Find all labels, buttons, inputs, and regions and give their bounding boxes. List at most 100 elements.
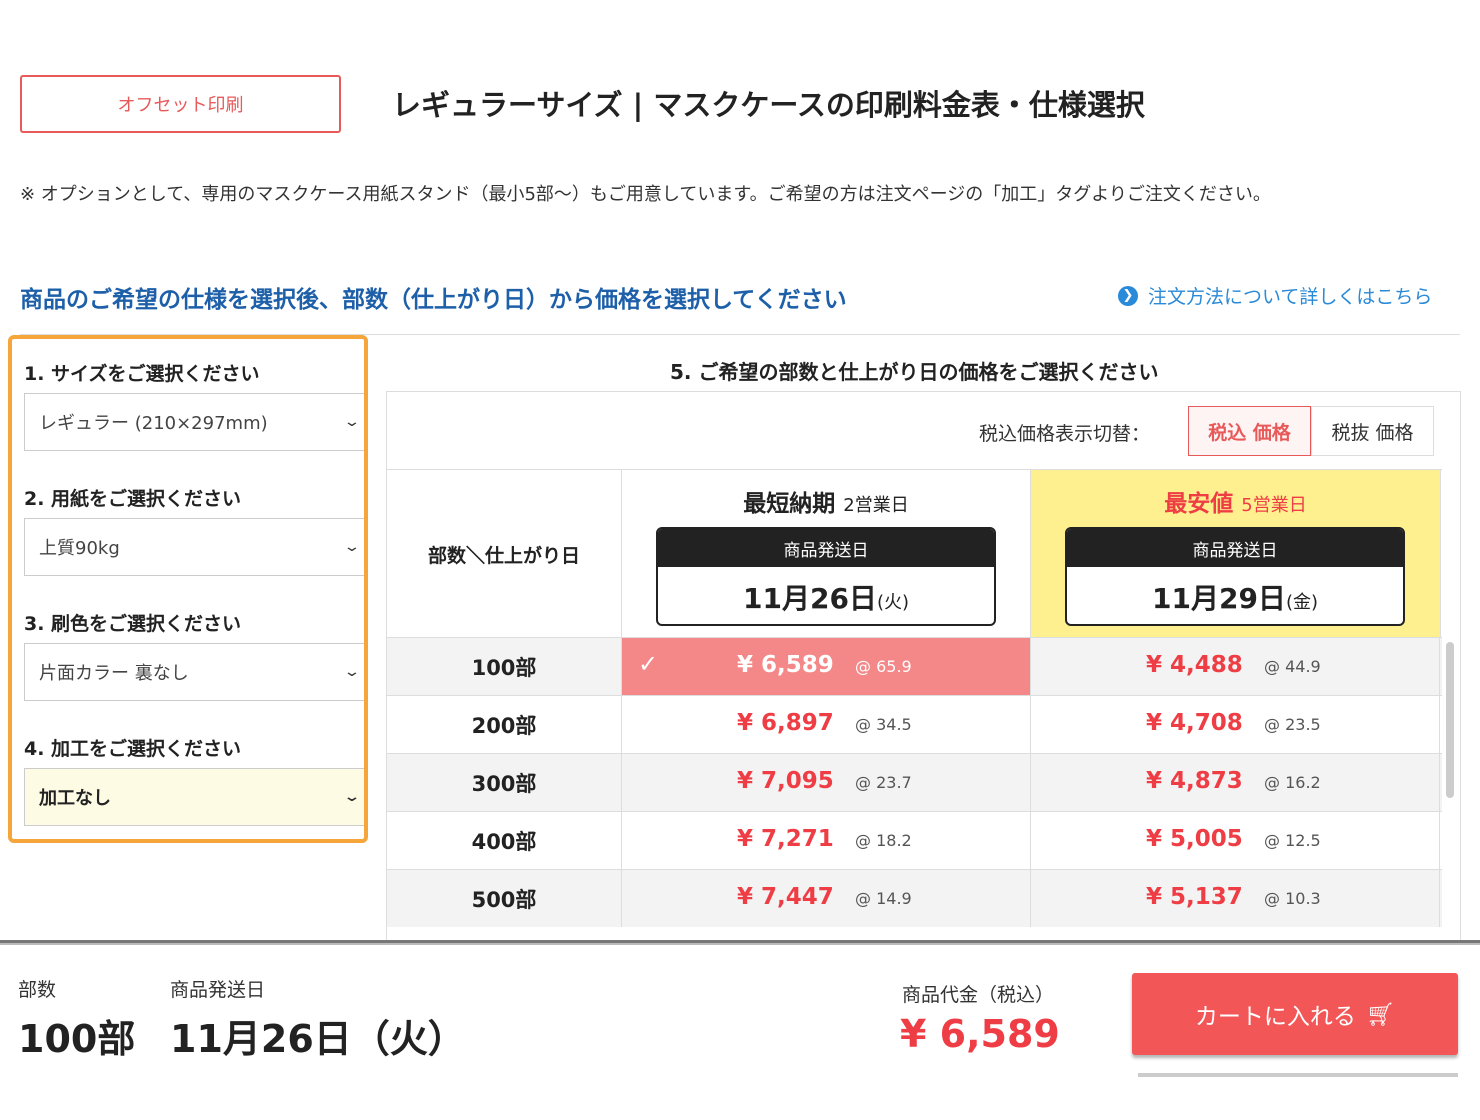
cart-label: カートに入れる: [1194, 1004, 1356, 1030]
corner-header: 部数＼仕上がり日: [387, 470, 622, 638]
scrollbar[interactable]: [1446, 642, 1454, 798]
processing-select[interactable]: 加工なし ⌄: [24, 768, 364, 826]
qty-cell: 200部: [387, 696, 622, 753]
price-cell[interactable]: ¥ 4,873 @ 16.2: [1031, 754, 1440, 811]
cheapest-title: 最安値 5営業日: [1031, 484, 1440, 518]
processing-label: 4. 加工をご選択ください: [24, 738, 242, 760]
check-icon: ✓: [638, 650, 659, 678]
cheapest-column-header: 最安値 5営業日 商品発送日 11月29日(金): [1031, 470, 1441, 638]
price: ¥ 6,897: [737, 710, 834, 736]
table-row: 300部 ¥ 7,095 @ 23.7 ¥ 4,873 @ 16.2: [387, 753, 1442, 811]
cheapest-name: 最安値: [1164, 491, 1234, 517]
price-table-title: 5. ご希望の部数と仕上がり日の価格をご選択ください: [670, 360, 1159, 384]
price-cell[interactable]: ¥ 7,095 @ 23.7: [622, 754, 1031, 811]
unit-price: @ 18.2: [855, 831, 912, 850]
unit-price: @ 12.5: [1264, 831, 1321, 850]
cart-icon: 🛒︎: [1365, 1001, 1396, 1028]
price-cell[interactable]: ¥ 6,897 @ 34.5: [622, 696, 1031, 753]
price-cell[interactable]: ¥ 7,447 @ 14.9: [622, 870, 1031, 927]
ship-dow: (火): [876, 592, 909, 613]
fastest-ship-date-box: 商品発送日 11月26日(火): [656, 527, 996, 626]
price-cell[interactable]: ✓ ¥ 6,589 @ 65.9: [622, 638, 1031, 695]
qty-cell: 500部: [387, 870, 622, 927]
price: ¥ 4,708: [1146, 710, 1243, 736]
price-cell[interactable]: ¥ 4,708 @ 23.5: [1031, 696, 1440, 753]
total-label: 商品代金（税込）: [902, 984, 1055, 1006]
price-cell[interactable]: ¥ 4,488 @ 44.9: [1031, 638, 1440, 695]
paper-label: 2. 用紙をご選択ください: [24, 488, 242, 510]
price: ¥ 7,095: [737, 768, 834, 794]
ship-dow: (金): [1285, 592, 1318, 613]
table-row: 100部 ✓ ¥ 6,589 @ 65.9 ¥ 4,488 @ 44.9: [387, 637, 1442, 695]
color-value: 片面カラー 裏なし: [39, 663, 189, 684]
qty-cell: 100部: [387, 638, 622, 695]
table-header: 部数＼仕上がり日 最短納期 2営業日 商品発送日 11月26日(火) 最安値 5営…: [387, 469, 1442, 638]
selected-qty: 100部: [18, 1017, 136, 1061]
color-label: 3. 刷色をご選択ください: [24, 613, 242, 635]
chevron-down-icon: ⌄: [343, 664, 361, 680]
table-row: 400部 ¥ 7,271 @ 18.2 ¥ 5,005 @ 12.5: [387, 811, 1442, 869]
ship-date: 11月26日: [743, 582, 877, 615]
cart-shadow: [1138, 1073, 1458, 1077]
size-label: 1. サイズをご選択ください: [24, 363, 260, 385]
page-title: レギュラーサイズ | マスクケースの印刷料金表・仕様選択: [392, 88, 1145, 122]
color-select[interactable]: 片面カラー 裏なし ⌄: [24, 643, 364, 701]
total-price: ¥ 6,589: [900, 1012, 1060, 1056]
unit-price: @ 44.9: [1264, 657, 1321, 676]
how-to-order-link[interactable]: ❯ 注文方法について詳しくはこちら: [1118, 282, 1432, 309]
ship-label: 商品発送日: [658, 529, 994, 567]
chevron-down-icon: ⌄: [343, 789, 361, 805]
selected-ship-date: 11月26日（火）: [170, 1017, 466, 1061]
offset-print-tag[interactable]: オフセット印刷: [20, 75, 341, 133]
price-cell[interactable]: ¥ 5,137 @ 10.3: [1031, 870, 1440, 927]
price: ¥ 6,589: [737, 652, 834, 678]
price: ¥ 5,137: [1146, 884, 1243, 910]
option-note: ※ オプションとして、専用のマスクケース用紙スタンド（最小5部〜）もご用意してい…: [20, 184, 1271, 205]
chevron-down-icon: ⌄: [343, 539, 361, 555]
ship-label: 商品発送日: [1067, 529, 1403, 567]
unit-price: @ 14.9: [855, 889, 912, 908]
price: ¥ 5,005: [1146, 826, 1243, 852]
divider: [20, 334, 1460, 335]
qty-cell: 400部: [387, 812, 622, 869]
price: ¥ 4,873: [1146, 768, 1243, 794]
cheapest-days: 5営業日: [1241, 495, 1307, 516]
price: ¥ 7,447: [737, 884, 834, 910]
unit-price: @ 23.7: [855, 773, 912, 792]
unit-price: @ 16.2: [1264, 773, 1321, 792]
add-to-cart-button[interactable]: カートに入れる 🛒︎: [1132, 973, 1458, 1055]
chevron-down-icon: ⌄: [343, 414, 361, 430]
qty-label: 部数: [18, 979, 57, 1001]
price-table: 税込価格表示切替： 税込 価格 税抜 価格 部数＼仕上がり日 最短納期 2営業日…: [386, 391, 1461, 941]
fastest-title: 最短納期 2営業日: [622, 484, 1030, 518]
price: ¥ 7,271: [737, 826, 834, 852]
paper-value: 上質90kg: [39, 538, 120, 559]
qty-cell: 300部: [387, 754, 622, 811]
price-cell[interactable]: ¥ 7,271 @ 18.2: [622, 812, 1031, 869]
footer-divider: [0, 940, 1480, 945]
unit-price: @ 34.5: [855, 715, 912, 734]
unit-price: @ 23.5: [1264, 715, 1321, 734]
table-row: 500部 ¥ 7,447 @ 14.9 ¥ 5,137 @ 10.3: [387, 869, 1442, 927]
tax-included-button[interactable]: 税込 価格: [1188, 406, 1311, 456]
fastest-column-header: 最短納期 2営業日 商品発送日 11月26日(火): [622, 470, 1031, 638]
paper-select[interactable]: 上質90kg ⌄: [24, 518, 364, 576]
price: ¥ 4,488: [1146, 652, 1243, 678]
size-value: レギュラー (210×297mm): [39, 413, 268, 434]
price-cell[interactable]: ¥ 5,005 @ 12.5: [1031, 812, 1440, 869]
ship-date-label: 商品発送日: [170, 979, 266, 1001]
unit-price: @ 65.9: [855, 657, 912, 676]
how-to-order-text: 注文方法について詳しくはこちら: [1148, 286, 1433, 308]
ship-date: 11月29日: [1152, 582, 1286, 615]
tax-excluded-button[interactable]: 税抜 価格: [1311, 406, 1434, 456]
fastest-name: 最短納期: [743, 491, 836, 517]
cheapest-ship-date-box: 商品発送日 11月29日(金): [1065, 527, 1405, 626]
size-select[interactable]: レギュラー (210×297mm) ⌄: [24, 393, 364, 451]
tax-toggle-label: 税込価格表示切替：: [979, 423, 1151, 445]
spec-options-panel: 1. サイズをご選択ください レギュラー (210×297mm) ⌄ 2. 用紙を…: [8, 335, 368, 843]
table-row: 200部 ¥ 6,897 @ 34.5 ¥ 4,708 @ 23.5: [387, 695, 1442, 753]
processing-value: 加工なし: [39, 788, 111, 809]
fastest-days: 2営業日: [843, 495, 909, 516]
price-rows: 100部 ✓ ¥ 6,589 @ 65.9 ¥ 4,488 @ 44.9 200部 ¥ 6,8…: [387, 637, 1442, 927]
unit-price: @ 10.3: [1264, 889, 1321, 908]
